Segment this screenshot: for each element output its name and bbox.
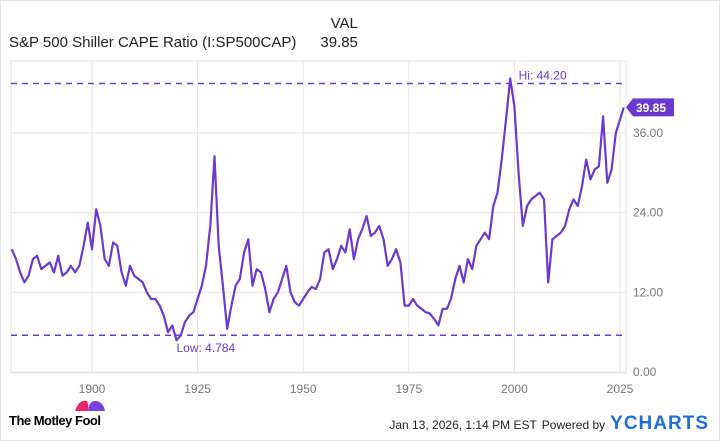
y-tick-label: 0.00 (633, 365, 657, 379)
x-tick-label: 1925 (184, 382, 211, 396)
last-value-badge (626, 98, 674, 117)
x-tick-label: 2025 (607, 382, 634, 396)
chart-header: S&P 500 Shiller CAPE Ratio (I:SP500CAP) … (9, 15, 358, 51)
value-column-label: VAL (330, 15, 358, 32)
powered-by: Powered by (541, 418, 606, 432)
motley-fool-logo: The Motley Fool (9, 400, 105, 430)
y-tick-label: 36.00 (633, 126, 663, 140)
low-label: Low: 4.784 (176, 341, 235, 355)
ycharts-logo: YCHARTS (610, 413, 709, 435)
x-tick-label: 1950 (290, 382, 317, 396)
value-column: VAL 39.85 (320, 15, 358, 51)
last-value-label: 39.85 (636, 101, 666, 115)
brand-name: The Motley Fool (9, 413, 101, 428)
footer-attribution: Jan 13, 2026, 1:14 PM EST Powered by YCH… (389, 413, 709, 435)
timestamp: Jan 13, 2026, 1:14 PM EST (389, 418, 537, 432)
series-value: 39.85 (320, 34, 358, 51)
series-label: S&P 500 Shiller CAPE Ratio (I:SP500CAP) (9, 34, 297, 51)
x-tick-label: 1975 (395, 382, 422, 396)
x-tick-label: 1900 (79, 382, 106, 396)
provider-name: YCHARTS (610, 413, 709, 434)
hi-label: Hi: 44.20 (519, 69, 567, 83)
y-tick-label: 12.00 (633, 285, 663, 299)
x-tick-label: 2000 (501, 382, 528, 396)
y-tick-label: 24.00 (633, 206, 663, 220)
cape-line-chart: 1900 1925 1950 1975 2000 2025 0.00 12.00 24.00 36… (10, 60, 674, 396)
plot-frame (10, 60, 627, 374)
jester-hat-icon (75, 400, 105, 411)
cape-series-line (10, 77, 625, 342)
